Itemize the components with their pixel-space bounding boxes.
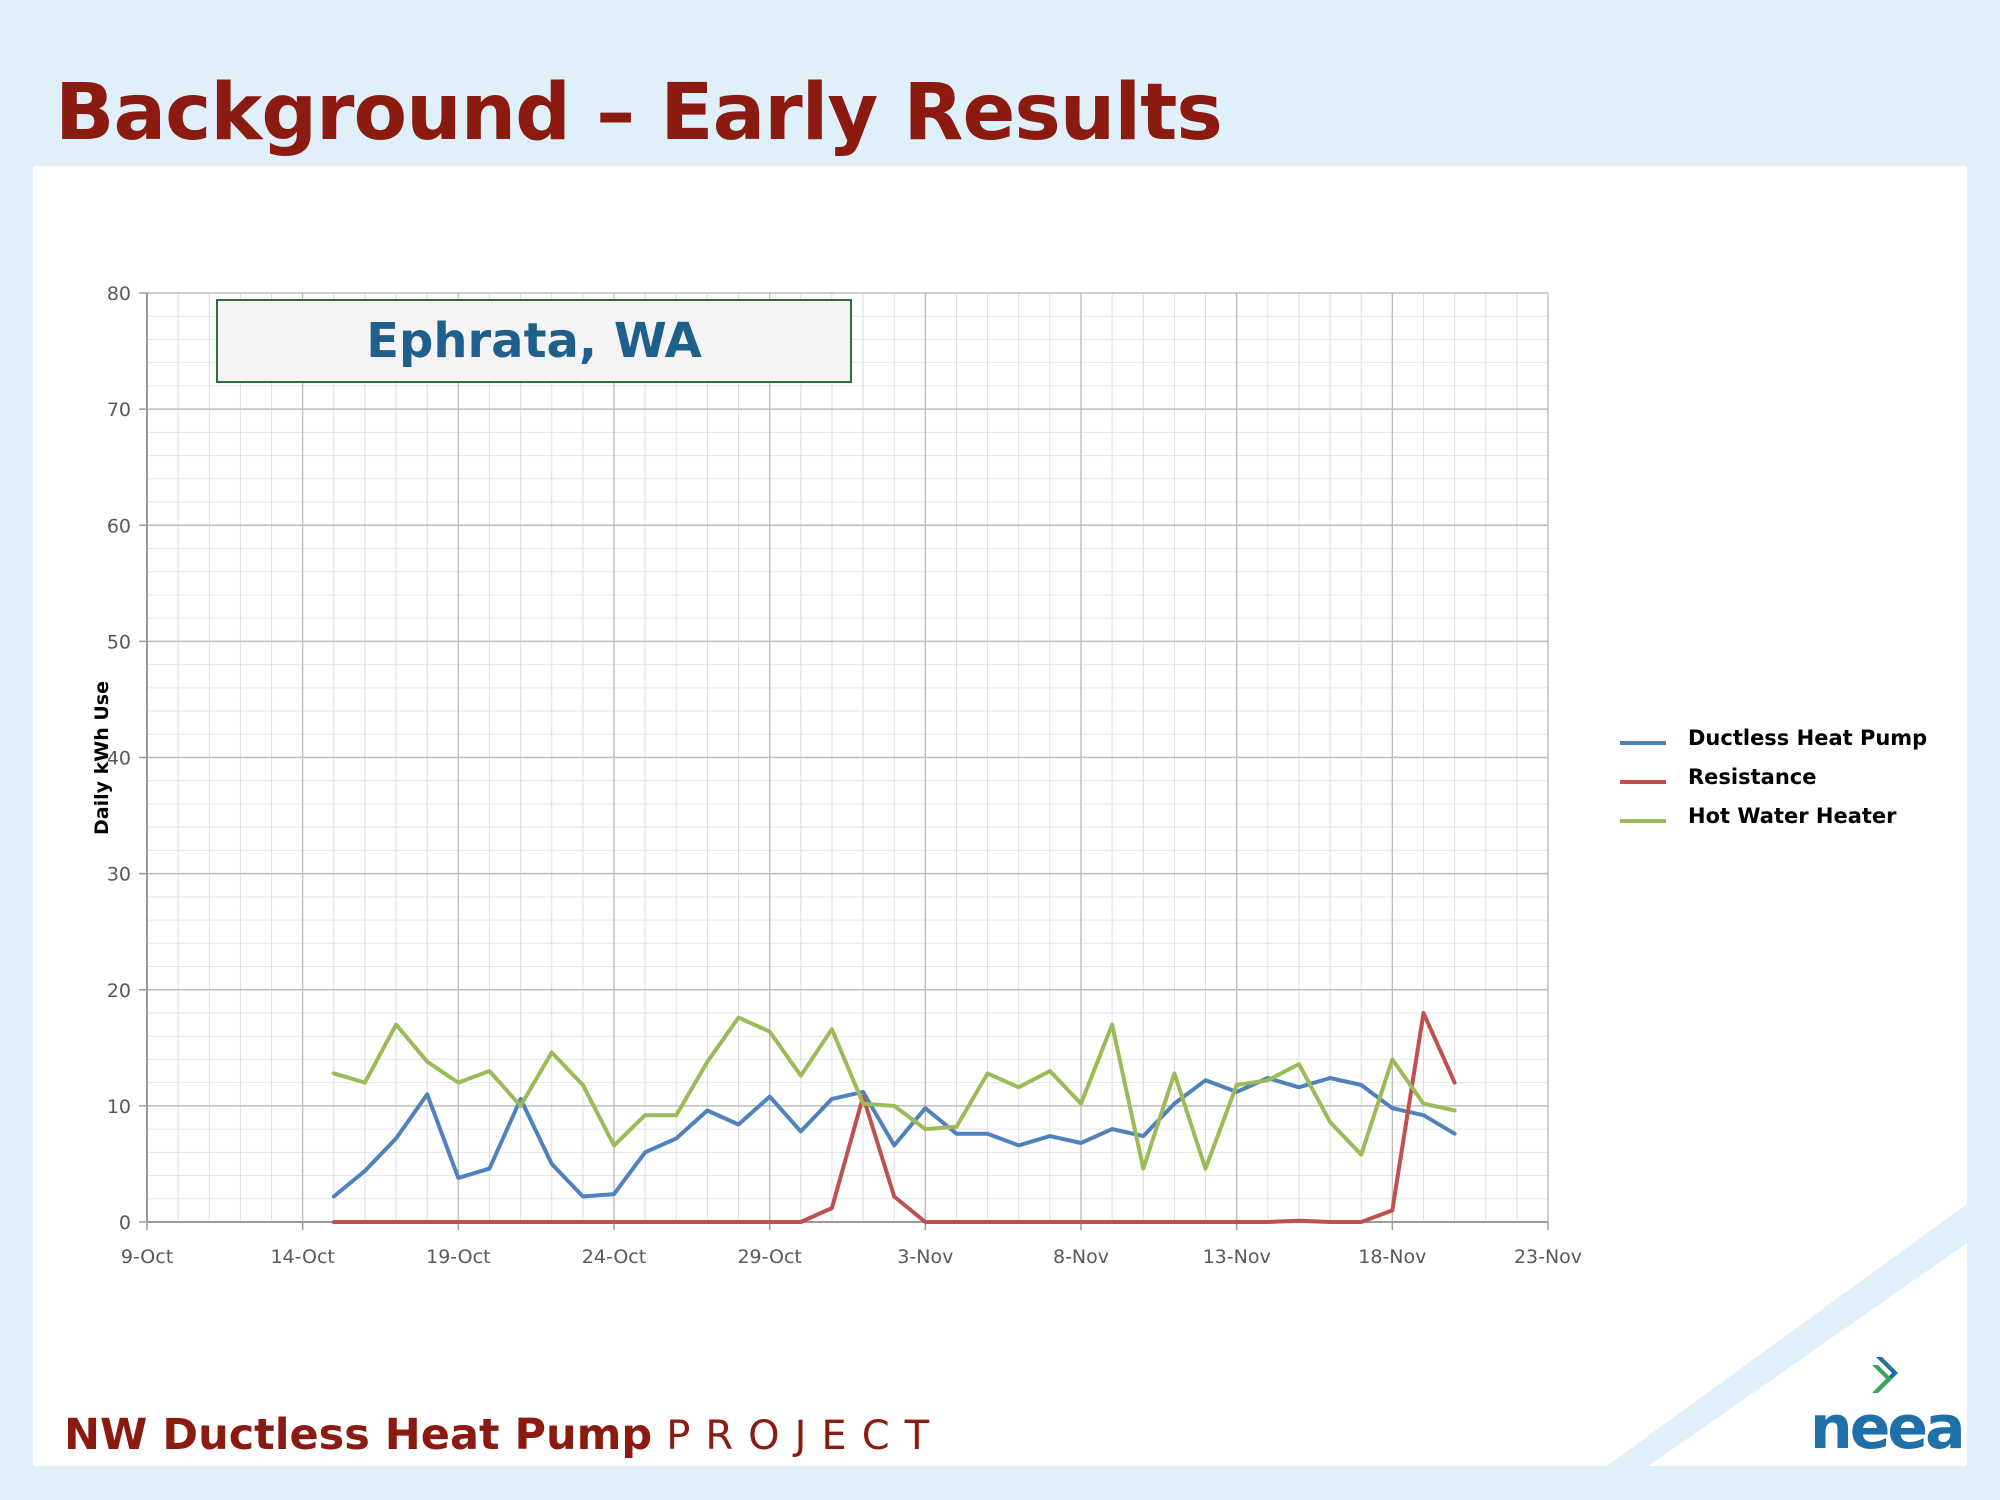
legend-item: Resistance bbox=[1620, 757, 1927, 796]
legend-item: Hot Water Heater bbox=[1620, 796, 1927, 835]
y-axis-label: Daily kWh Use bbox=[91, 681, 113, 835]
y-tick-labels: 0 10 20 30 40 50 60 70 80 bbox=[107, 283, 131, 1234]
x-tick-label: 8-Nov bbox=[1053, 1246, 1109, 1268]
legend-item: Ductless Heat Pump bbox=[1620, 718, 1927, 757]
x-tick-label: 23-Nov bbox=[1514, 1246, 1582, 1268]
chevron-logo-icon bbox=[1872, 1357, 1898, 1393]
legend-label: Resistance bbox=[1688, 764, 1817, 789]
y-tick-label: 70 bbox=[107, 399, 131, 421]
legend-swatch-resistance bbox=[1620, 779, 1666, 784]
legend-label: Ductless Heat Pump bbox=[1688, 725, 1928, 750]
location-label: Ephrata, WA bbox=[216, 299, 852, 383]
y-tick-label: 50 bbox=[107, 631, 131, 653]
decorative-stripe bbox=[1560, 1180, 2000, 1500]
y-tick-label: 0 bbox=[119, 1212, 131, 1234]
x-tick-label: 29-Oct bbox=[737, 1246, 801, 1268]
x-tick-label: 19-Oct bbox=[426, 1246, 490, 1268]
major-grid bbox=[146, 292, 1549, 1223]
chart-legend: Ductless Heat Pump Resistance Hot Water … bbox=[1620, 718, 1927, 835]
x-tick-label: 14-Oct bbox=[270, 1246, 334, 1268]
logo-text: neea bbox=[1810, 1393, 1966, 1463]
x-tick-label: 18-Nov bbox=[1358, 1246, 1426, 1268]
x-tick-label: 24-Oct bbox=[582, 1246, 646, 1268]
project-word: PROJECT bbox=[666, 1413, 945, 1459]
y-tick-label: 20 bbox=[107, 980, 131, 1002]
neea-logo: neea bbox=[1810, 1355, 1966, 1465]
y-tick-label: 60 bbox=[107, 515, 131, 537]
x-tick-label: 13-Nov bbox=[1203, 1246, 1271, 1268]
x-tick-labels: 9-Oct 14-Oct 19-Oct 24-Oct 29-Oct 3-Nov 8-Nov 1… bbox=[121, 1246, 1582, 1268]
series-line-ductless-heat-pump bbox=[331, 1076, 1457, 1199]
project-footer: NW Ductless Heat Pump PROJECT bbox=[64, 1410, 944, 1460]
slide-title: Background – Early Results bbox=[55, 68, 1223, 158]
line-chart: 0 10 20 30 40 50 60 70 80 9-Oct 14-Oct 19-Oct 24-Oc… bbox=[91, 283, 1582, 1268]
y-tick-label: 40 bbox=[107, 748, 131, 770]
y-tick-label: 80 bbox=[107, 283, 131, 305]
axes bbox=[139, 292, 1549, 1230]
series-line-resistance bbox=[331, 1011, 1457, 1224]
legend-swatch-hot-water-heater bbox=[1620, 818, 1666, 823]
y-tick-label: 10 bbox=[107, 1096, 131, 1118]
legend-label: Hot Water Heater bbox=[1688, 803, 1897, 828]
x-tick-label: 9-Oct bbox=[121, 1246, 173, 1268]
y-tick-label: 30 bbox=[107, 864, 131, 886]
project-name: NW Ductless Heat Pump bbox=[64, 1410, 653, 1460]
series-line-hot-water-heater bbox=[331, 1015, 1457, 1171]
legend-swatch-ductless-heat-pump bbox=[1620, 740, 1666, 745]
x-tick-label: 3-Nov bbox=[897, 1246, 953, 1268]
series-lines bbox=[331, 1011, 1457, 1224]
